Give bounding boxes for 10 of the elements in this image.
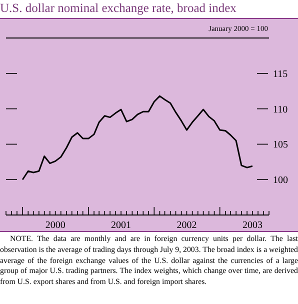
y-tick-label: 100	[273, 175, 288, 186]
x-tick-label: 2003	[242, 220, 262, 231]
x-tick-label: 2001	[111, 220, 132, 231]
y-tick-label: 110	[273, 104, 288, 116]
x-tick-label: 2002	[176, 220, 197, 231]
chart-title: U.S. dollar nominal exchange rate, broad index	[0, 0, 238, 17]
y-tick-label: 115	[273, 68, 288, 80]
x-tick-label: 2000	[45, 220, 66, 231]
y-tick-label: 105	[273, 140, 288, 151]
line-series	[22, 95, 254, 180]
